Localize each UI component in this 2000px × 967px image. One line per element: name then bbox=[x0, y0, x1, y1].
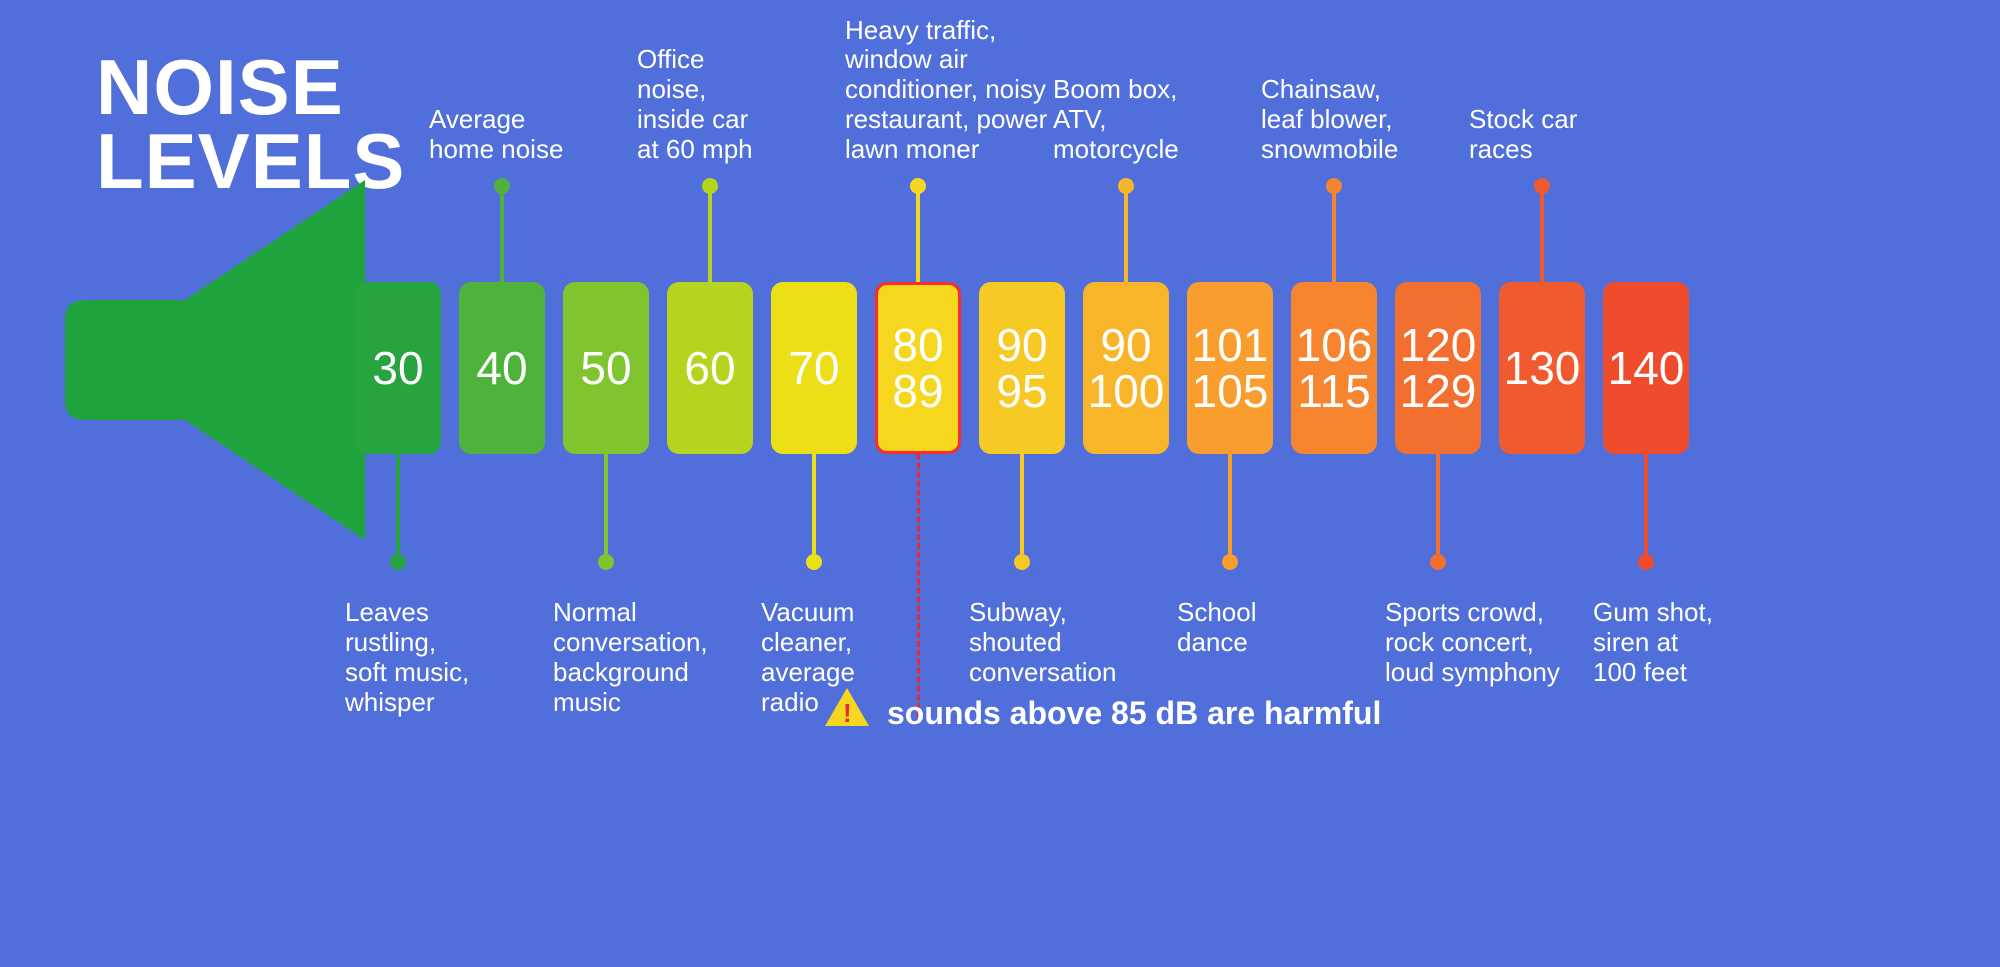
annotation-label-bottom: Sports crowd, rock concert, loud symphon… bbox=[1385, 598, 1595, 688]
decibel-value: 100 bbox=[1088, 368, 1165, 414]
annotation-dot bbox=[1638, 554, 1654, 570]
decibel-value: 115 bbox=[1297, 368, 1370, 414]
decibel-bar: 101105 bbox=[1187, 282, 1273, 454]
decibel-bar: 120129 bbox=[1395, 282, 1481, 454]
annotation-label-bottom: Subway, shouted conversation bbox=[969, 598, 1179, 688]
decibel-bar: 140 bbox=[1603, 282, 1689, 454]
annotation-dot bbox=[1118, 178, 1134, 194]
annotation-dot bbox=[1222, 554, 1238, 570]
decibel-value: 129 bbox=[1400, 368, 1477, 414]
annotation-stem bbox=[1020, 454, 1024, 554]
decibel-value: 50 bbox=[580, 345, 631, 391]
decibel-value: 105 bbox=[1192, 368, 1269, 414]
decibel-value: 70 bbox=[788, 345, 839, 391]
annotation-stem bbox=[500, 186, 504, 282]
annotation-label-bottom: Gum shot, siren at 100 feet bbox=[1593, 598, 1803, 688]
warning-icon bbox=[825, 688, 869, 726]
main-title: NOISE LEVELS bbox=[96, 50, 405, 198]
annotation-dot bbox=[806, 554, 822, 570]
annotation-dot bbox=[910, 178, 926, 194]
annotation-stem bbox=[1332, 186, 1336, 282]
annotation-label-bottom: Leaves rustling, soft music, whisper bbox=[345, 598, 555, 718]
annotation-stem bbox=[812, 454, 816, 554]
annotation-dot bbox=[390, 554, 406, 570]
decibel-bar: 50 bbox=[563, 282, 649, 454]
decibel-value: 30 bbox=[372, 345, 423, 391]
decibel-bar: 60 bbox=[667, 282, 753, 454]
noise-levels-infographic: NOISE LEVELS AVERAGE DECIBLES[db] 304050… bbox=[0, 0, 2000, 967]
annotation-label-top: Boom box, ATV, motorcycle bbox=[1053, 75, 1273, 165]
annotation-label-top: Average home noise bbox=[429, 105, 649, 165]
decibel-value: 130 bbox=[1504, 345, 1581, 391]
annotation-dot bbox=[494, 178, 510, 194]
decibel-bar: 90100 bbox=[1083, 282, 1169, 454]
annotation-stem bbox=[708, 186, 712, 282]
annotation-stem bbox=[604, 454, 608, 554]
decibel-value: 89 bbox=[892, 368, 943, 414]
decibel-bar: 106115 bbox=[1291, 282, 1377, 454]
warning-text: sounds above 85 dB are harmful bbox=[887, 695, 1381, 732]
annotation-label-top: Office noise, inside car at 60 mph bbox=[637, 45, 857, 165]
decibel-value: 90 bbox=[1100, 322, 1151, 368]
decibel-bar: 9095 bbox=[979, 282, 1065, 454]
danger-threshold-line bbox=[917, 454, 920, 718]
annotation-dot bbox=[598, 554, 614, 570]
decibel-value: 140 bbox=[1608, 345, 1685, 391]
annotation-dot bbox=[1430, 554, 1446, 570]
annotation-stem bbox=[1644, 454, 1648, 554]
annotation-dot bbox=[1014, 554, 1030, 570]
decibel-value: 80 bbox=[892, 322, 943, 368]
decibel-value: 101 bbox=[1192, 322, 1269, 368]
decibel-bar: 8089 bbox=[875, 282, 961, 454]
decibel-value: 120 bbox=[1400, 322, 1477, 368]
annotation-dot bbox=[1534, 178, 1550, 194]
annotation-label-top: Stock car races bbox=[1469, 105, 1689, 165]
annotation-label-bottom: Normal conversation, background music bbox=[553, 598, 763, 718]
decibel-bar: 130 bbox=[1499, 282, 1585, 454]
decibel-value: 90 bbox=[996, 322, 1047, 368]
annotation-stem bbox=[1124, 186, 1128, 282]
annotation-label-bottom: School dance bbox=[1177, 598, 1387, 658]
decibel-value: 60 bbox=[684, 345, 735, 391]
annotation-stem bbox=[1436, 454, 1440, 554]
decibel-bar: 30 bbox=[355, 282, 441, 454]
annotation-stem bbox=[396, 454, 400, 554]
annotation-label-top: Chainsaw, leaf blower, snowmobile bbox=[1261, 75, 1481, 165]
speaker-icon bbox=[65, 180, 365, 540]
annotation-dot bbox=[702, 178, 718, 194]
annotation-stem bbox=[1540, 186, 1544, 282]
decibel-value: 40 bbox=[476, 345, 527, 391]
decibel-value: 95 bbox=[996, 368, 1047, 414]
annotation-dot bbox=[1326, 178, 1342, 194]
annotation-stem bbox=[916, 186, 920, 282]
annotation-label-top: Heavy traffic, window air conditioner, n… bbox=[845, 16, 1065, 165]
annotation-stem bbox=[1228, 454, 1232, 554]
decibel-bar: 40 bbox=[459, 282, 545, 454]
decibel-value: 106 bbox=[1296, 322, 1373, 368]
decibel-bar: 70 bbox=[771, 282, 857, 454]
